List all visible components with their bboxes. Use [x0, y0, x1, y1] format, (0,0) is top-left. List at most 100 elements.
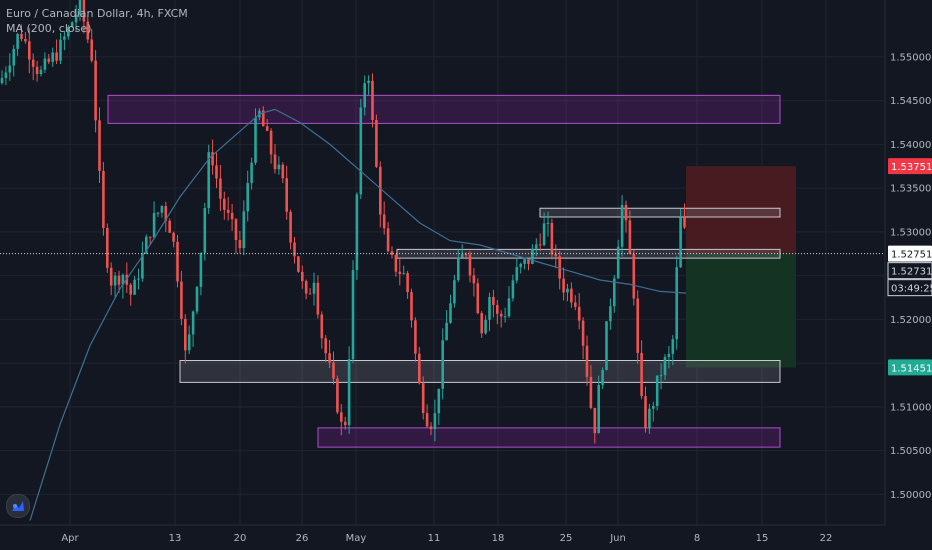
candle-body: [226, 209, 230, 213]
candle-body: [343, 421, 347, 426]
candle-body: [675, 267, 678, 340]
candle-body: [402, 273, 405, 275]
candle-body: [168, 220, 171, 233]
candle-body: [371, 80, 374, 121]
candle-body: [106, 227, 109, 268]
x-tick-label: 8: [694, 533, 700, 544]
resistance-zone-0[interactable]: [107, 94, 781, 124]
candle-body: [503, 316, 507, 318]
candle-body: [535, 244, 538, 249]
candle-body: [43, 58, 47, 70]
candle-body: [655, 375, 659, 407]
candle-body: [359, 107, 363, 195]
candle-body: [347, 359, 351, 426]
candle-body: [379, 166, 382, 215]
x-tick-label: 26: [296, 533, 309, 544]
candle-body: [265, 126, 269, 131]
y-tick-label: 1.54000: [890, 140, 931, 151]
candle-body: [394, 255, 398, 272]
candle-body: [164, 206, 168, 221]
y-tick-label: 1.54500: [890, 96, 931, 107]
candle-body: [499, 313, 503, 317]
candle-body: [67, 27, 70, 37]
candle-body: [145, 236, 148, 254]
candle-body: [187, 334, 191, 351]
candle-body: [172, 232, 175, 242]
candle-body: [574, 302, 577, 307]
candle-body: [429, 426, 433, 430]
candle-body: [51, 52, 54, 62]
candle-body: [425, 412, 429, 427]
candle-body: [98, 120, 101, 171]
moving-average-line[interactable]: [29, 108, 687, 521]
candle-body: [390, 251, 394, 256]
candle-body: [511, 280, 515, 299]
candle-body: [219, 178, 222, 199]
candle-body: [24, 39, 27, 42]
candle-body: [285, 178, 288, 212]
resistance-zone-1[interactable]: [317, 427, 781, 448]
tradingview-logo-icon[interactable]: [6, 494, 30, 518]
candle-body: [211, 152, 214, 166]
last-price-label-bg: [888, 245, 932, 262]
candle-body: [63, 36, 66, 40]
candle-body: [577, 306, 581, 321]
candle-body: [180, 281, 183, 319]
take-profit-zone[interactable]: [686, 253, 796, 368]
candle-body: [12, 48, 15, 66]
candle-body: [589, 376, 593, 408]
stop-loss-zone[interactable]: [686, 166, 796, 254]
candle-body: [581, 320, 585, 346]
candle-body: [301, 271, 304, 282]
candle-body: [437, 388, 441, 414]
candle-body: [601, 369, 604, 385]
support-zone-4[interactable]: [179, 360, 781, 383]
candle-body: [8, 65, 12, 73]
candle-body: [277, 164, 281, 170]
candle-body: [644, 396, 647, 429]
y-tick-label: 1.53000: [890, 227, 931, 238]
candle-body: [78, 0, 82, 15]
candle-body: [570, 288, 573, 303]
candle-body: [121, 274, 125, 285]
candle-body: [4, 72, 8, 79]
candle-body: [269, 130, 273, 155]
candle-body: [667, 353, 671, 358]
x-tick-label: 15: [756, 533, 769, 544]
candle-body: [507, 298, 511, 317]
candle-body: [281, 164, 285, 179]
candle-body: [148, 236, 152, 238]
candle-body: [273, 154, 277, 170]
x-tick-label: 13: [169, 533, 182, 544]
y-tick-label: 1.51000: [890, 402, 931, 413]
candle-body: [289, 211, 292, 243]
candle-body: [659, 375, 663, 377]
candle-body: [70, 22, 74, 28]
candle-body: [558, 256, 561, 279]
support-zone-2[interactable]: [539, 207, 781, 218]
candle-body: [464, 254, 468, 256]
candle-body: [671, 339, 675, 354]
candle-body: [562, 278, 565, 293]
candle-body: [414, 320, 417, 354]
candle-body: [238, 240, 242, 249]
candle-body: [433, 413, 437, 430]
candle-body: [160, 206, 164, 213]
candle-body: [367, 80, 370, 84]
candle-body: [398, 271, 402, 274]
candle-body: [223, 198, 226, 210]
target-price-label-bg: [888, 359, 932, 376]
candle-body: [254, 117, 257, 163]
candle-body: [605, 321, 608, 370]
candle-body: [242, 211, 246, 249]
candle-body: [460, 254, 464, 258]
candle-body: [585, 345, 589, 377]
y-tick-label: 1.53500: [890, 184, 931, 195]
candle-body: [246, 183, 249, 212]
x-tick-label: Jun: [609, 533, 626, 544]
candle-body: [542, 223, 546, 246]
candle-body: [90, 39, 93, 61]
candle-body: [293, 242, 296, 257]
x-tick-label: 25: [560, 533, 573, 544]
